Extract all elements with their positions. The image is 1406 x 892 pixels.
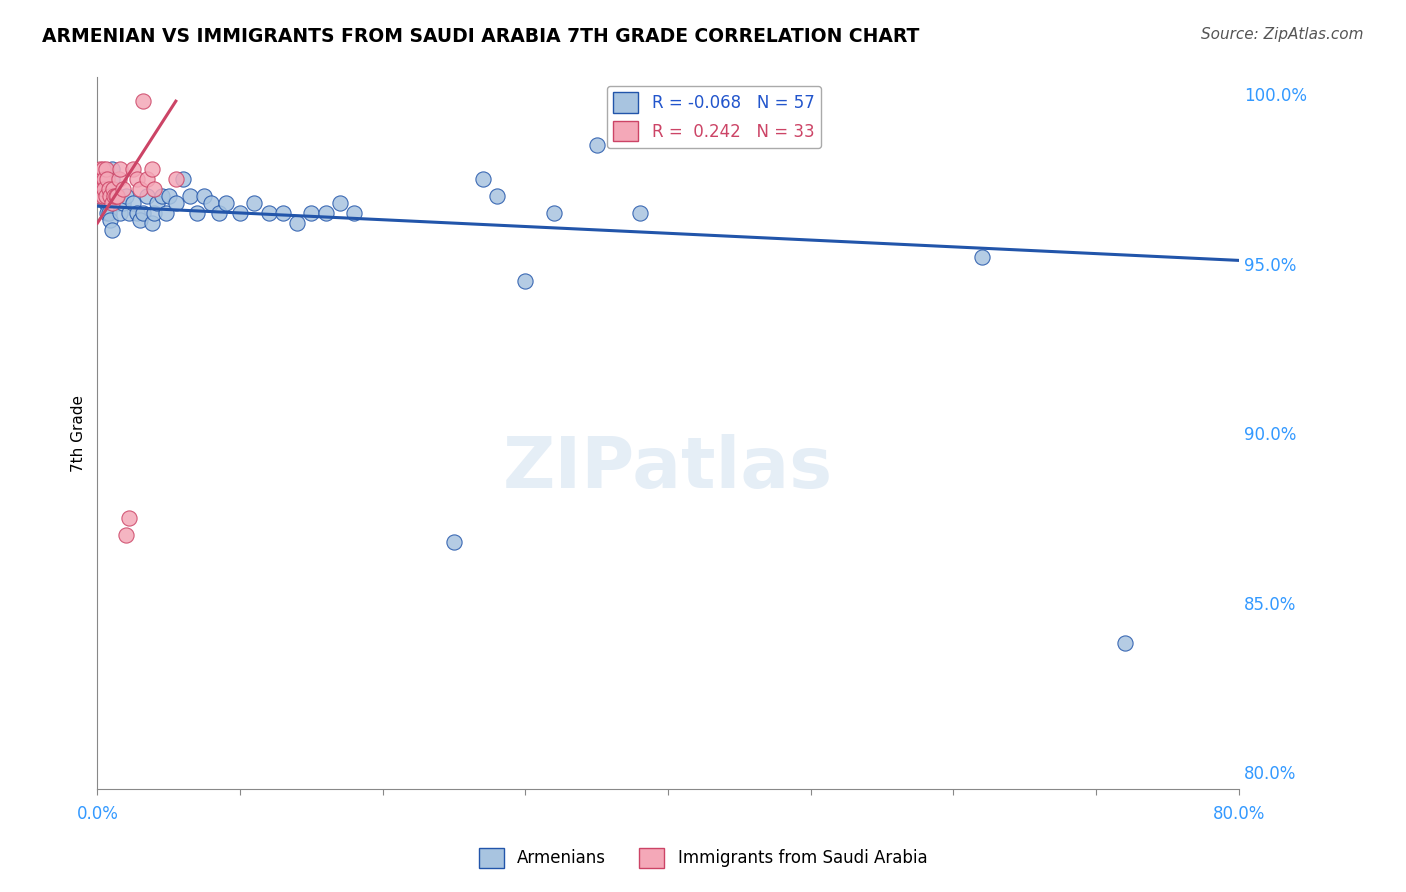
Point	[90, 182, 112, 196]
Point	[87, 182, 110, 196]
Text: 0.0%: 0.0%	[76, 805, 118, 823]
Point	[146, 195, 169, 210]
Point	[115, 528, 138, 542]
Point	[315, 206, 337, 220]
Point	[105, 189, 128, 203]
Point	[150, 189, 173, 203]
Point	[104, 189, 127, 203]
Point	[94, 161, 117, 176]
Point	[229, 206, 252, 220]
Point	[143, 206, 166, 220]
Point	[115, 189, 138, 203]
Point	[132, 206, 155, 220]
Text: Source: ZipAtlas.com: Source: ZipAtlas.com	[1201, 27, 1364, 42]
Point	[98, 212, 121, 227]
Point	[132, 94, 155, 108]
Text: ZIPatlas: ZIPatlas	[503, 434, 834, 503]
Point	[165, 195, 187, 210]
Point	[93, 182, 115, 196]
Point	[122, 195, 145, 210]
Point	[271, 206, 294, 220]
Point	[91, 189, 114, 203]
Point	[143, 182, 166, 196]
Point	[87, 172, 110, 186]
Point	[107, 172, 129, 186]
Point	[93, 172, 115, 186]
Point	[343, 206, 366, 220]
Point	[108, 161, 131, 176]
Legend: R = -0.068   N = 57, R =  0.242   N = 33: R = -0.068 N = 57, R = 0.242 N = 33	[606, 86, 821, 148]
Point	[108, 206, 131, 220]
Point	[628, 206, 651, 220]
Point	[90, 189, 112, 203]
Point	[97, 182, 120, 196]
Point	[585, 138, 607, 153]
Point	[136, 172, 159, 186]
Point	[443, 534, 465, 549]
Point	[127, 172, 149, 186]
Point	[112, 182, 135, 196]
Point	[100, 223, 122, 237]
Point	[103, 189, 125, 203]
Point	[96, 172, 118, 186]
Point	[257, 206, 280, 220]
Point	[215, 195, 238, 210]
Legend: Armenians, Immigrants from Saudi Arabia: Armenians, Immigrants from Saudi Arabia	[472, 841, 934, 875]
Point	[104, 189, 127, 203]
Point	[1114, 636, 1136, 650]
Point	[165, 172, 187, 186]
Point	[112, 195, 135, 210]
Point	[96, 206, 118, 220]
Point	[100, 161, 122, 176]
Point	[122, 161, 145, 176]
Point	[127, 206, 149, 220]
Point	[100, 195, 122, 210]
Point	[193, 189, 215, 203]
Text: 80.0%: 80.0%	[1212, 805, 1265, 823]
Point	[93, 172, 115, 186]
Point	[157, 189, 180, 203]
Point	[104, 189, 127, 203]
Point	[94, 195, 117, 210]
Point	[89, 161, 111, 176]
Point	[970, 250, 993, 264]
Point	[485, 189, 508, 203]
Point	[155, 206, 177, 220]
Point	[100, 172, 122, 186]
Point	[118, 511, 141, 525]
Point	[329, 195, 352, 210]
Point	[118, 206, 141, 220]
Point	[515, 274, 537, 288]
Point	[299, 206, 322, 220]
Point	[94, 189, 117, 203]
Point	[243, 195, 266, 210]
Point	[141, 216, 163, 230]
Point	[285, 216, 308, 230]
Point	[90, 172, 112, 186]
Point	[89, 189, 111, 203]
Text: ARMENIAN VS IMMIGRANTS FROM SAUDI ARABIA 7TH GRADE CORRELATION CHART: ARMENIAN VS IMMIGRANTS FROM SAUDI ARABIA…	[42, 27, 920, 45]
Point	[129, 212, 152, 227]
Point	[91, 161, 114, 176]
Point	[471, 172, 494, 186]
Point	[129, 182, 152, 196]
Point	[207, 206, 229, 220]
Point	[97, 206, 120, 220]
Point	[172, 172, 194, 186]
Point	[543, 206, 565, 220]
Point	[186, 206, 208, 220]
Point	[200, 195, 222, 210]
Point	[141, 161, 163, 176]
Point	[91, 172, 114, 186]
Point	[107, 195, 129, 210]
Point	[89, 189, 111, 203]
Point	[98, 189, 121, 203]
Point	[101, 195, 124, 210]
Point	[93, 182, 115, 196]
Point	[179, 189, 201, 203]
Y-axis label: 7th Grade: 7th Grade	[72, 394, 86, 472]
Point	[136, 189, 159, 203]
Point	[101, 182, 124, 196]
